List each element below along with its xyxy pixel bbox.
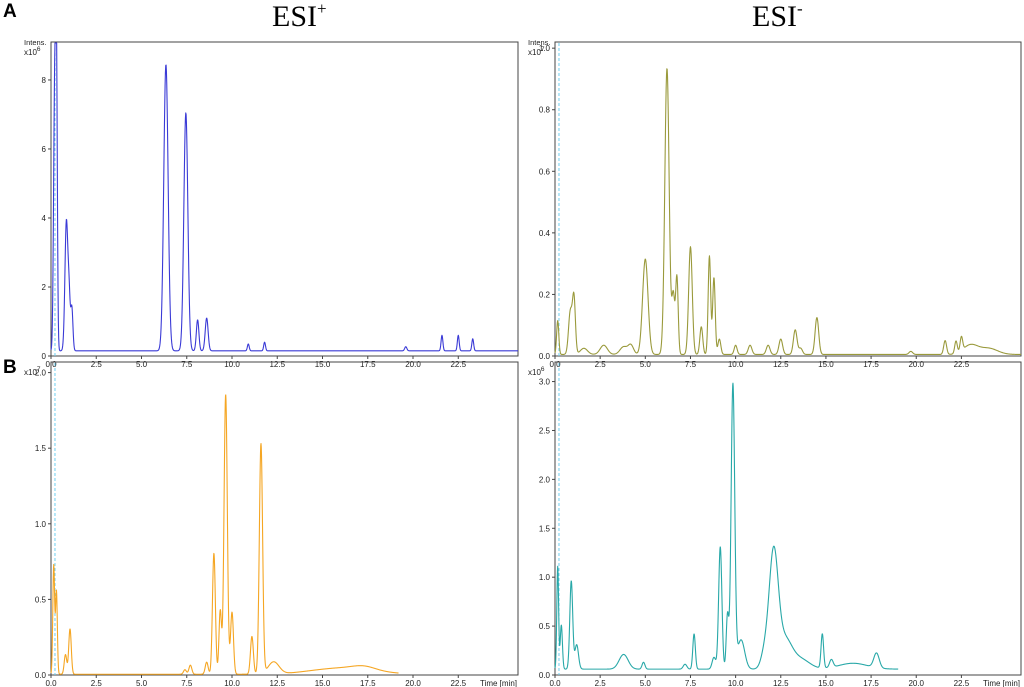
x-tick-label: 2.5 <box>91 679 103 687</box>
x-tick-label: 22.5 <box>954 360 970 369</box>
chromatogram-trace <box>554 382 899 670</box>
x-tick-label: 17.5 <box>360 679 376 687</box>
column-title-esi-negative: ESI- <box>752 0 803 34</box>
column-title-esi-positive: ESI+ <box>272 0 327 34</box>
x-tick-label: 17.5 <box>360 360 376 369</box>
x-tick-label: 2.5 <box>91 360 103 369</box>
y-tick-label: 1.5 <box>35 444 47 453</box>
chart-panel-a-negative: 0.00.20.40.60.81.00.0 2.5 5.0 7.5 10.0 12.5 15… <box>528 38 1022 369</box>
x-tick-label: 0.0 <box>549 679 561 687</box>
x-tick-label: 5.0 <box>136 679 148 687</box>
x-tick-label: 10.0 <box>224 360 240 369</box>
x-axis-label: Time [min] <box>480 679 517 687</box>
chromatogram-trace <box>554 68 1022 356</box>
y-tick-label: 2.0 <box>539 475 551 484</box>
y-tick-label: 0 <box>42 352 47 361</box>
y-tick-label: 4 <box>42 214 47 223</box>
plot-frame <box>554 41 1022 357</box>
panel-label-b: B <box>3 357 17 378</box>
y-tick-label: 0.4 <box>539 229 551 238</box>
y-axis-label: Intens. <box>528 38 551 47</box>
x-tick-label: 12.5 <box>773 679 789 687</box>
x-tick-label: 17.5 <box>863 360 879 369</box>
x-tick-label: 20.0 <box>405 360 421 369</box>
chromatogram-trace <box>50 42 519 352</box>
y-axis-exponent: x107 <box>24 366 41 377</box>
x-tick-label: 15.0 <box>818 360 834 369</box>
y-tick-label: 2.5 <box>539 426 551 435</box>
y-axis-exponent: x106 <box>24 46 41 57</box>
x-tick-label: 22.5 <box>450 679 466 687</box>
y-tick-label: 0.0 <box>539 671 551 680</box>
x-tick-label: 5.0 <box>136 360 148 369</box>
x-tick-label: 12.5 <box>269 360 285 369</box>
x-tick-label: 15.0 <box>315 679 331 687</box>
x-tick-label: 5.0 <box>640 360 652 369</box>
y-tick-label: 2 <box>42 283 47 292</box>
x-tick-label: 7.5 <box>685 679 697 687</box>
x-tick-label: 0.0 <box>45 679 57 687</box>
y-tick-label: 0.2 <box>539 290 551 299</box>
column-title-base: ESI <box>752 0 797 33</box>
y-tick-label: 2.0 <box>35 369 47 378</box>
x-tick-label: 2.5 <box>595 360 607 369</box>
y-tick-label: 8 <box>42 76 47 85</box>
column-title-base: ESI <box>272 0 317 33</box>
y-tick-label: 1.0 <box>539 44 551 53</box>
y-tick-label: 0.0 <box>539 352 551 361</box>
y-tick-label: 0.8 <box>539 106 551 115</box>
y-tick-label: 3.0 <box>539 378 551 387</box>
chart-panel-b-negative: 0.0 0.5 1.0 1.5 2.0 2.5 3.0 0.0 2.5 5.0 7.5 10.0 12.… <box>528 361 1022 687</box>
x-tick-label: 22.5 <box>450 360 466 369</box>
x-tick-label: 20.0 <box>908 679 924 687</box>
plot-frame <box>50 41 519 357</box>
x-tick-label: 10.0 <box>728 679 744 687</box>
x-tick-label: 5.0 <box>640 679 652 687</box>
x-tick-label: 17.5 <box>863 679 879 687</box>
x-tick-label: 7.5 <box>181 679 193 687</box>
x-tick-label: 7.5 <box>181 360 193 369</box>
y-tick-label: 0.6 <box>539 167 551 176</box>
plot-frame <box>50 361 519 676</box>
x-tick-label: 22.5 <box>954 679 970 687</box>
y-axis-exponent: x107 <box>528 46 545 57</box>
y-tick-label: 1.0 <box>35 520 47 529</box>
y-axis-exponent: x106 <box>528 366 545 377</box>
x-axis-label: Time [min] <box>983 679 1020 687</box>
x-tick-label: 12.5 <box>773 360 789 369</box>
x-tick-label: 15.0 <box>818 679 834 687</box>
x-tick-label: 2.5 <box>595 679 607 687</box>
x-tick-label: 7.5 <box>685 360 697 369</box>
plot-frame <box>554 361 1022 676</box>
panel-label-a: A <box>3 1 17 22</box>
y-tick-label: 1.5 <box>539 524 551 533</box>
x-tick-label: 10.0 <box>728 360 744 369</box>
y-tick-label: 1.0 <box>539 573 551 582</box>
column-title-superscript: - <box>797 0 803 18</box>
y-axis-label: Intens. <box>24 38 47 47</box>
y-tick-label: 0.5 <box>35 595 47 604</box>
column-title-superscript: + <box>317 0 327 18</box>
y-tick-label: 0.0 <box>35 671 47 680</box>
x-tick-label: 20.0 <box>405 679 421 687</box>
chromatogram-trace <box>50 394 399 675</box>
x-tick-label: 12.5 <box>269 679 285 687</box>
y-tick-label: 6 <box>42 145 47 154</box>
x-tick-label: 15.0 <box>315 360 331 369</box>
chart-panel-b-positive: 0.0 0.5 1.0 1.5 2.0 0.0 2.5 5.0 7.5 10.0 12.5 15.0 1… <box>24 361 519 687</box>
x-tick-label: 20.0 <box>908 360 924 369</box>
x-tick-label: 10.0 <box>224 679 240 687</box>
y-tick-label: 0.5 <box>539 622 551 631</box>
